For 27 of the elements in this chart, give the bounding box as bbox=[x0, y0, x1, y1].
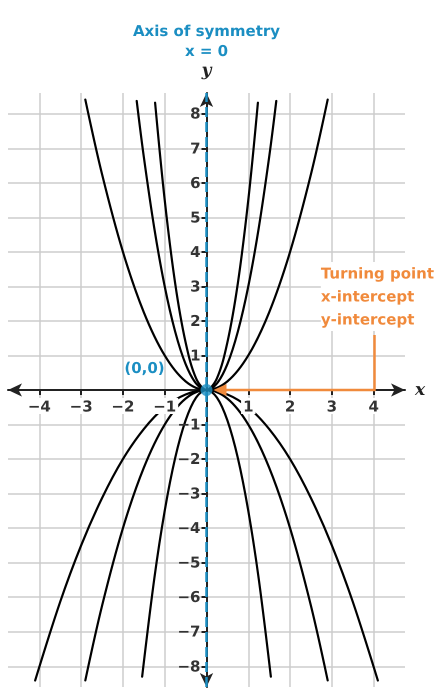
y-tick-label: −6 bbox=[177, 588, 200, 606]
x-tick-label: 2 bbox=[284, 398, 296, 416]
y-tick-label: 7 bbox=[190, 139, 200, 158]
y-tick-label: 2 bbox=[190, 312, 200, 330]
y-tick-label: 8 bbox=[190, 104, 200, 123]
x-tick-label: −4 bbox=[28, 398, 51, 416]
x-tick-label: −3 bbox=[70, 398, 93, 416]
y-tick-label: 3 bbox=[190, 277, 200, 296]
y-tick-label: −3 bbox=[177, 484, 200, 503]
x-tick-label: 1 bbox=[243, 398, 254, 416]
x-axis-title: x bbox=[414, 380, 426, 400]
y-tick-label: −8 bbox=[177, 657, 200, 676]
y-tick-label: −5 bbox=[177, 554, 200, 572]
x-tick-label: 4 bbox=[368, 398, 379, 416]
y-tick-label: 4 bbox=[190, 242, 200, 261]
x-tick-label: 3 bbox=[326, 398, 338, 416]
ref-line-label: Axis of symmetry x = 0 bbox=[132, 22, 280, 60]
y-tick-label: −2 bbox=[177, 450, 200, 468]
y-tick-label: 1 bbox=[190, 346, 200, 364]
y-tick-label: −7 bbox=[177, 622, 200, 641]
y-tick-label: 6 bbox=[190, 174, 200, 192]
y-tick-label: −4 bbox=[177, 519, 200, 538]
y-tick-label: 5 bbox=[190, 208, 200, 226]
y-axis-title: y bbox=[200, 60, 213, 80]
annotation: (0,0) bbox=[124, 359, 165, 377]
x-tick-label: −2 bbox=[111, 398, 134, 416]
annotation: Turning point x-intercept y-intercept bbox=[320, 264, 434, 328]
